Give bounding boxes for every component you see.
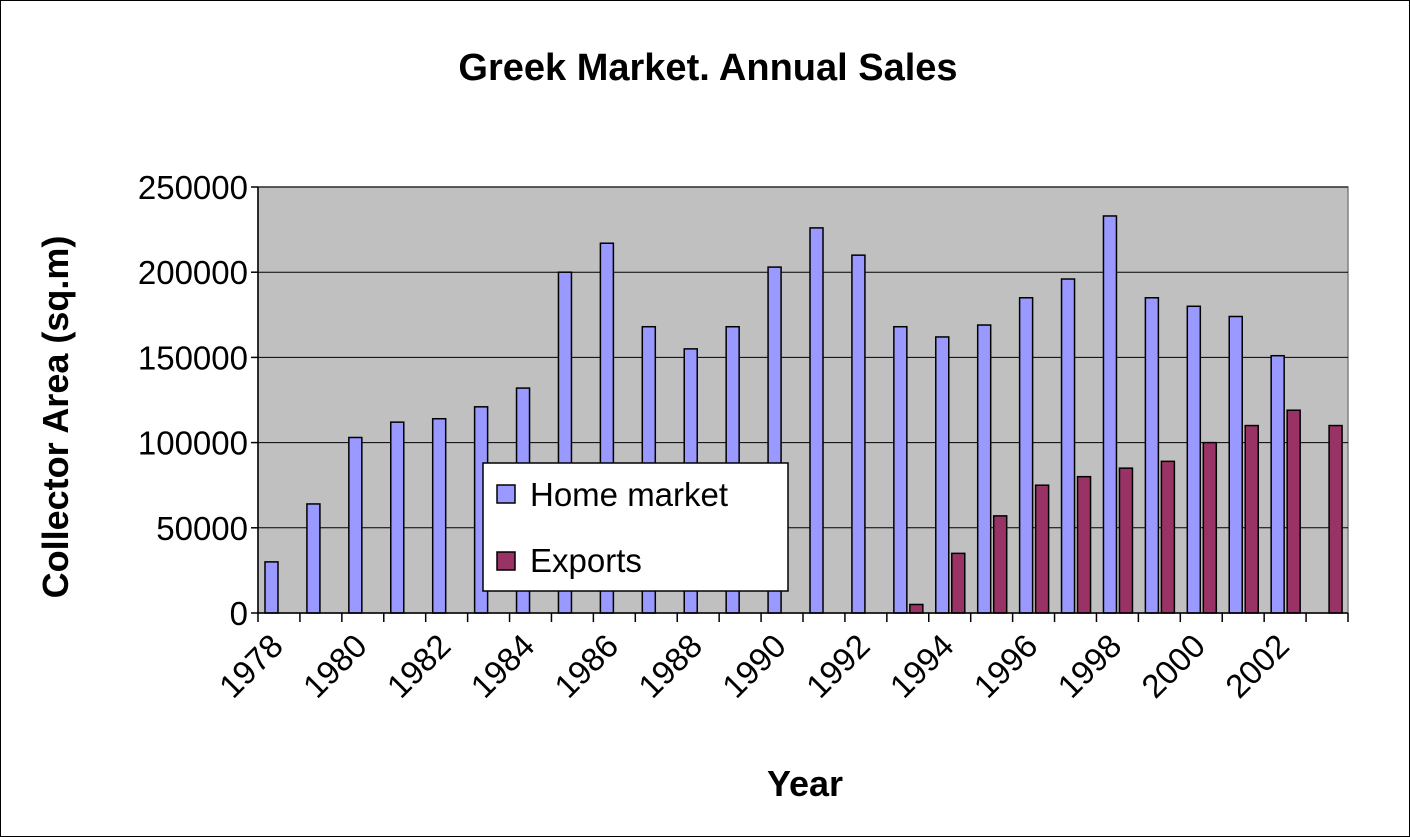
bar-home-market <box>809 227 824 614</box>
x-tick-label: 2002 <box>1218 627 1296 705</box>
y-tick-label: 100000 <box>138 425 248 462</box>
bar-exports <box>1328 424 1343 614</box>
y-axis-title: Collector Area (sq.m) <box>35 236 76 599</box>
axes <box>251 186 1349 622</box>
x-tick-label: 1998 <box>1050 627 1128 705</box>
x-axis-title: Year <box>767 763 843 804</box>
y-tick-label: 50000 <box>156 510 248 547</box>
bar-home-market <box>1102 215 1118 614</box>
bar-exports <box>909 603 924 614</box>
y-tick-label: 150000 <box>138 339 248 376</box>
bar-exports <box>1286 409 1301 614</box>
legend-swatch-home-market <box>496 484 516 504</box>
x-tick-label: 1980 <box>296 627 374 705</box>
bar-home-market <box>1186 305 1202 614</box>
y-tick-labels: 0 50000 100000 150000 200000 250000 <box>138 169 248 632</box>
bar-exports <box>1160 460 1176 614</box>
bar-home-market <box>1228 315 1243 614</box>
bar-exports <box>1076 475 1092 614</box>
x-tick-label: 1978 <box>212 627 290 705</box>
bar-home-market <box>306 503 321 614</box>
y-tick-label: 250000 <box>138 169 248 206</box>
bar-home-market <box>1060 278 1076 614</box>
x-tick-label: 1992 <box>799 627 877 705</box>
bar-home-market <box>1270 354 1285 614</box>
x-tick-label: 1984 <box>463 627 541 705</box>
x-tick-label: 1996 <box>966 627 1044 705</box>
bar-exports <box>951 552 966 614</box>
bar-home-market <box>851 254 866 614</box>
x-tick-label: 1982 <box>380 627 458 705</box>
chart-title: Greek Market. Annual Sales <box>458 47 957 89</box>
x-tick-label: 1994 <box>883 627 961 705</box>
bar-home-market <box>976 324 992 614</box>
x-tick-label: 2000 <box>1134 627 1212 705</box>
legend: Home market Exports <box>482 462 789 592</box>
bar-home-market <box>1144 297 1160 614</box>
x-tick-labels: 1978 1980 1982 1984 1986 1988 1990 1992 1994 1996… <box>212 627 1296 705</box>
y-tick-label: 0 <box>230 595 248 632</box>
plot-area <box>257 186 1349 614</box>
bar-home-market <box>935 336 950 614</box>
bar-home-market <box>264 561 279 614</box>
bar-exports <box>1034 484 1050 614</box>
legend-label-home-market: Home market <box>530 476 728 513</box>
bar-home-market <box>390 421 405 614</box>
legend-box <box>482 462 789 592</box>
bar-exports <box>1118 467 1134 614</box>
bar-home-market <box>348 436 363 614</box>
legend-label-exports: Exports <box>530 542 642 579</box>
x-tick-label: 1986 <box>547 627 625 705</box>
bar-exports <box>1202 441 1218 614</box>
bar-home-market <box>893 325 908 614</box>
legend-swatch-exports <box>496 551 516 571</box>
bar-exports <box>1244 424 1259 614</box>
bar-home-market <box>431 417 447 614</box>
y-tick-label: 200000 <box>138 254 248 291</box>
bar-exports <box>992 515 1008 614</box>
x-tick-label: 1990 <box>715 627 793 705</box>
x-tick-label: 1988 <box>631 627 709 705</box>
bar-home-market <box>1018 297 1034 614</box>
